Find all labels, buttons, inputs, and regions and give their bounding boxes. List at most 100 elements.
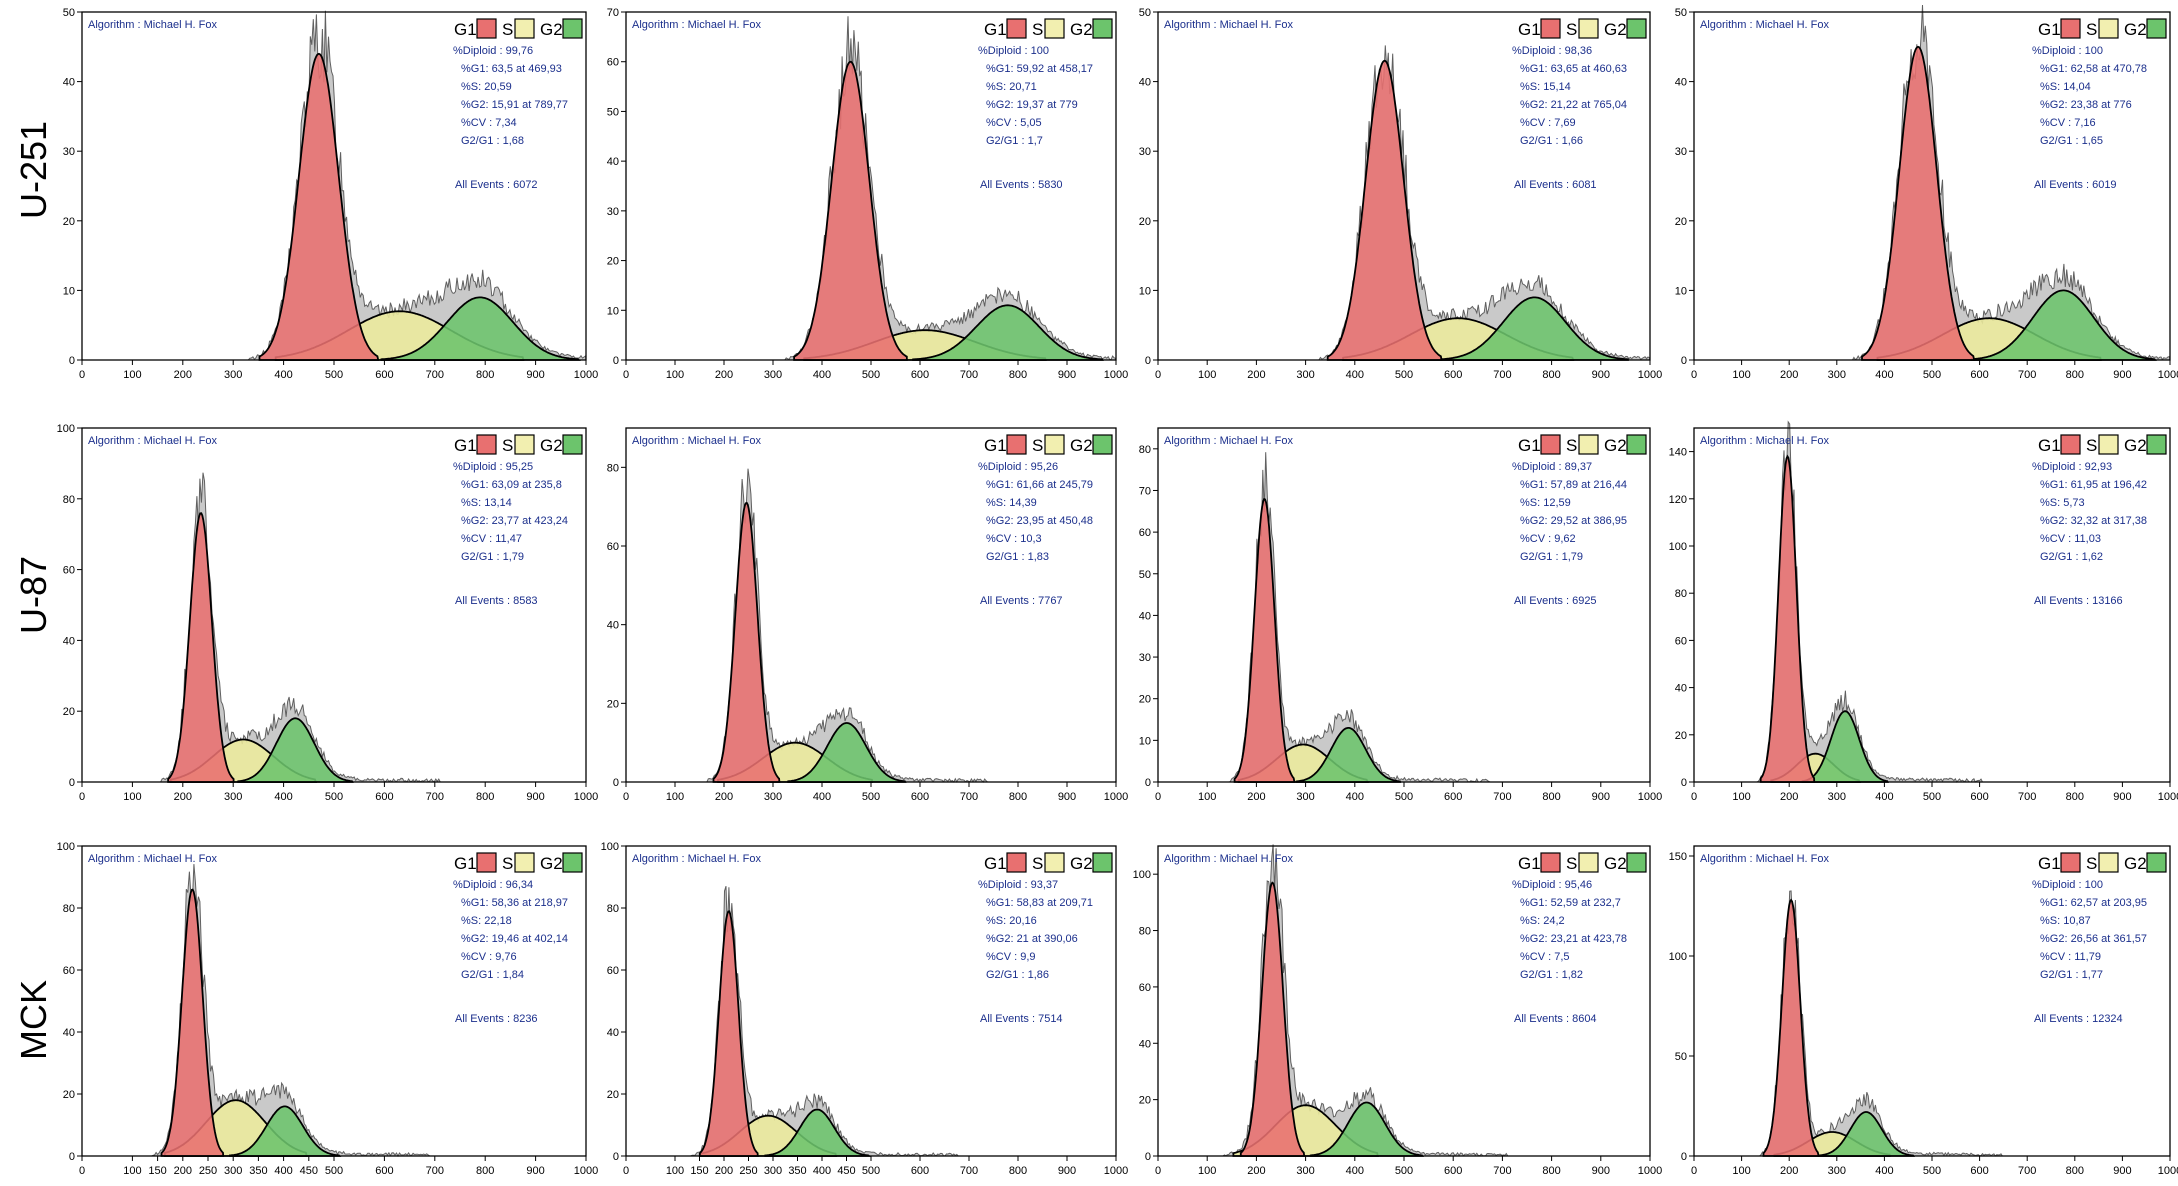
stat-line: %G1: 57,89 at 216,44 [1520, 479, 1627, 491]
y-tick-label: 80 [63, 903, 75, 915]
x-tick-label: 100 [1732, 369, 1750, 381]
x-tick-label: 600 [1444, 791, 1462, 803]
all-events-label: All Events : 6081 [1514, 179, 1597, 191]
algorithm-label: Algorithm : Michael H. Fox [1700, 19, 1829, 31]
x-tick-label: 300 [1828, 1165, 1846, 1177]
legend-label: S [502, 436, 513, 455]
y-tick-label: 140 [1669, 447, 1687, 459]
x-tick-label: 100 [666, 791, 684, 803]
y-tick-label: 80 [1139, 444, 1151, 456]
x-tick-label: 200 [1780, 1165, 1798, 1177]
g2-phase-fit [237, 717, 354, 783]
stat-line: %G2: 26,56 at 361,57 [2040, 933, 2147, 945]
x-tick-label: 800 [1009, 1165, 1027, 1177]
y-tick-label: 30 [63, 146, 75, 158]
histogram-panel: 0 100 200 300 400 500 600 700 800 900 1000 0 20 40 60 8… [1132, 840, 1662, 1186]
stat-line: %G2: 23,77 at 423,24 [461, 515, 568, 527]
x-tick-label: 100 [1198, 791, 1216, 803]
x-tick-label: 900 [2113, 791, 2131, 803]
x-tick-label: 900 [1592, 791, 1610, 803]
x-tick-label: 900 [1592, 369, 1610, 381]
legend-label: S [2086, 854, 2097, 873]
y-tick-label: 100 [1669, 541, 1687, 553]
stat-line: %S: 13,14 [461, 497, 512, 509]
g1-phase-fit [1861, 45, 1976, 361]
x-tick-label: 400 [813, 791, 831, 803]
stat-line: %G1: 63,65 at 460,63 [1520, 63, 1627, 75]
x-tick-label: 450 [837, 1165, 855, 1177]
x-tick-label: 600 [375, 369, 393, 381]
x-tick-label: 600 [911, 791, 929, 803]
x-tick-label: 300 [224, 369, 242, 381]
x-tick-label: 100 [123, 369, 141, 381]
legend-label: G2 [2124, 854, 2147, 873]
all-events-label: All Events : 8583 [455, 595, 538, 607]
g2-phase-fit [1801, 710, 1889, 783]
histogram-panel: 0 100 200 300 400 500 600 700 800 900 1000 0 50 100 15… [1668, 840, 2178, 1186]
y-tick-label: 40 [63, 77, 75, 89]
x-tick-label: 0 [623, 1165, 629, 1177]
x-tick-label: 1000 [574, 1165, 598, 1177]
y-tick-label: 100 [601, 841, 619, 853]
legend-swatch [476, 434, 497, 455]
stat-line: G2/G1 : 1,82 [1520, 969, 1583, 981]
x-tick-label: 500 [1395, 791, 1413, 803]
x-tick-label: 800 [1009, 791, 1027, 803]
x-tick-label: 100 [123, 1165, 141, 1177]
histogram-chart: 0 100 200 300 400 500 600 700 800 900 1000 0 50 100 15… [1669, 845, 2178, 1177]
x-tick-label: 900 [1058, 791, 1076, 803]
x-tick-label: 200 [174, 369, 192, 381]
x-tick-label: 1000 [2158, 791, 2178, 803]
x-tick-label: 600 [1970, 1165, 1988, 1177]
x-tick-label: 400 [813, 369, 831, 381]
y-tick-label: 20 [1139, 216, 1151, 228]
stat-line: %G2: 23,95 at 450,48 [986, 515, 1093, 527]
x-tick-label: 400 [274, 1165, 292, 1177]
y-tick-label: 80 [63, 494, 75, 506]
legend-swatch [514, 434, 535, 455]
stat-line: %S: 20,71 [986, 81, 1037, 93]
x-tick-label: 200 [1247, 791, 1265, 803]
stat-line: %S: 14,39 [986, 497, 1037, 509]
x-tick-label: 350 [788, 1165, 806, 1177]
y-tick-label: 40 [607, 1027, 619, 1039]
algorithm-label: Algorithm : Michael H. Fox [632, 853, 761, 865]
x-tick-label: 300 [764, 369, 782, 381]
legend-label: G2 [1070, 436, 1093, 455]
stat-line: %Diploid : 96,34 [453, 879, 533, 891]
g2-phase-fit [380, 296, 581, 361]
x-tick-label: 300 [1296, 1165, 1314, 1177]
legend-swatch [2098, 18, 2119, 39]
legend-swatch [514, 18, 535, 39]
x-tick-label: 600 [1970, 369, 1988, 381]
x-tick-label: 700 [426, 369, 444, 381]
x-tick-label: 600 [1444, 369, 1462, 381]
stat-line: %S: 22,18 [461, 915, 512, 927]
stat-line: %Diploid : 98,36 [1512, 45, 1592, 57]
stat-line: %Diploid : 95,46 [1512, 879, 1592, 891]
stat-line: G2/G1 : 1,86 [986, 969, 1049, 981]
x-tick-label: 0 [79, 791, 85, 803]
y-tick-label: 10 [1139, 735, 1151, 747]
histogram-panel: 0 100 200 300 400 500 600 700 800 900 1000 0 20 40 60 8… [1668, 420, 2178, 812]
stat-line: G2/G1 : 1,66 [1520, 135, 1583, 147]
stat-line: %S: 20,59 [461, 81, 512, 93]
y-tick-label: 80 [1139, 926, 1151, 938]
legend-swatch [1044, 18, 1065, 39]
stat-line: %G2: 32,32 at 317,38 [2040, 515, 2147, 527]
x-tick-label: 100 [666, 1165, 684, 1177]
histogram-panel: 0 100 200 300 400 500 600 700 800 900 1000 0 10 20 30 4… [600, 6, 1128, 390]
y-tick-label: 120 [1669, 494, 1687, 506]
stat-line: %G2: 21,22 at 765,04 [1520, 99, 1627, 111]
legend-swatch [1006, 852, 1027, 873]
y-tick-label: 60 [607, 57, 619, 69]
y-tick-label: 40 [1139, 610, 1151, 622]
x-tick-label: 800 [476, 791, 494, 803]
legend-label: S [502, 854, 513, 873]
x-tick-label: 900 [1058, 369, 1076, 381]
x-tick-label: 100 [1198, 369, 1216, 381]
legend-label: G1 [1518, 436, 1541, 455]
algorithm-label: Algorithm : Michael H. Fox [632, 435, 761, 447]
x-tick-label: 400 [1875, 369, 1893, 381]
y-tick-label: 20 [1675, 730, 1687, 742]
